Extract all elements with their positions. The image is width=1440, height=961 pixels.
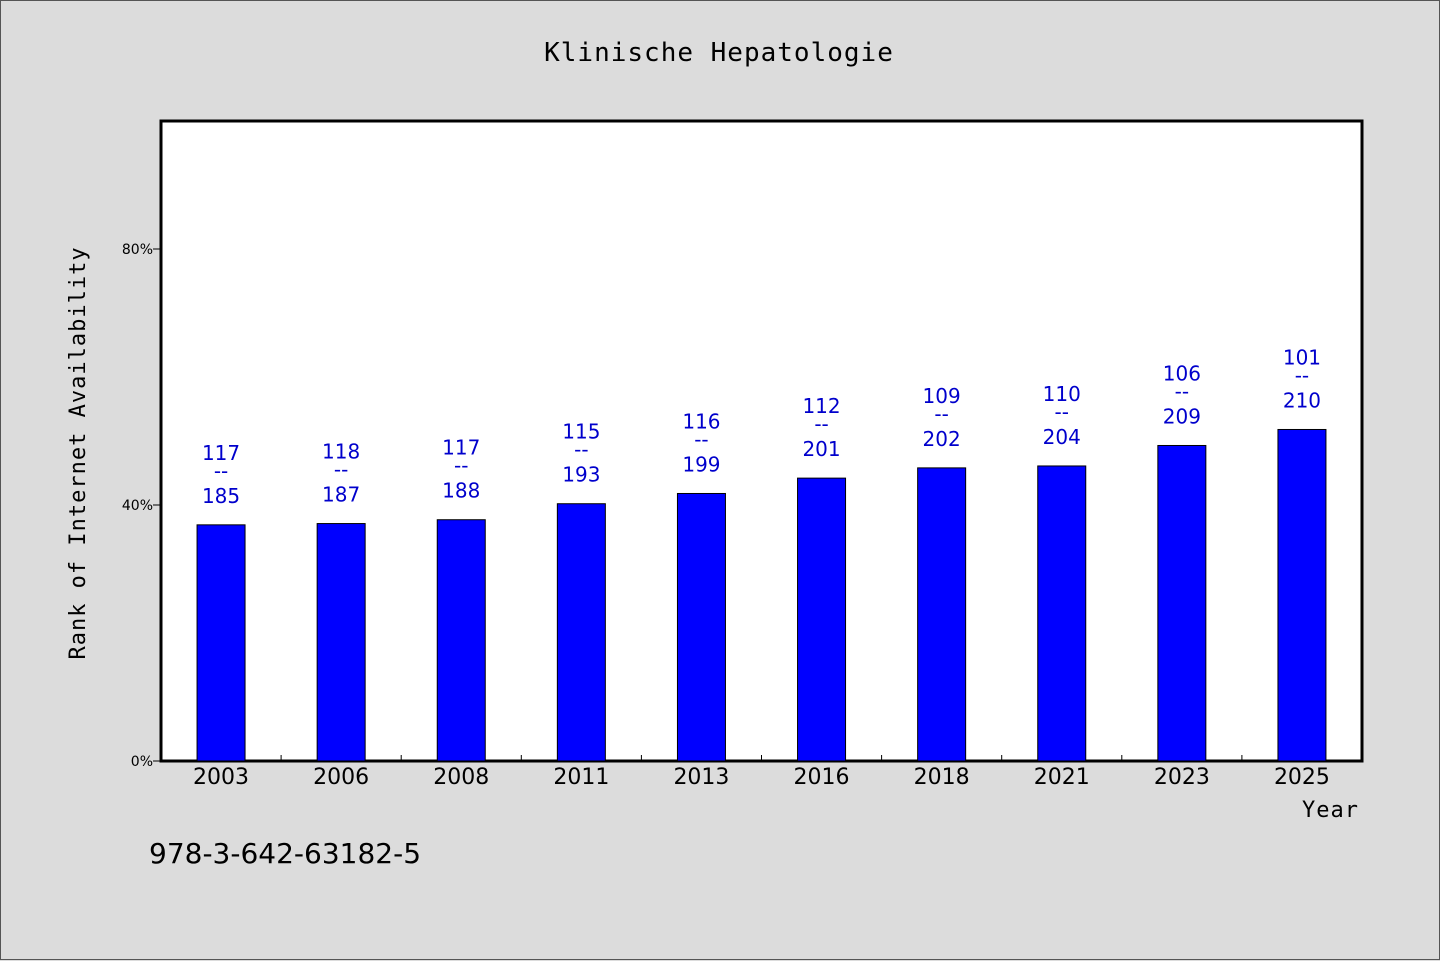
bar-label-bottom: 185 [202, 484, 240, 508]
bar-label-separator: -- [694, 427, 708, 451]
x-axis: 2003 2006 2008 2011 2013 2016 2018 2021 2023 2025 [193, 755, 1330, 790]
x-tick-label: 2011 [553, 765, 609, 790]
bar-label-bottom: 188 [442, 479, 480, 503]
x-tick-label: 2006 [313, 765, 369, 790]
y-tick-label: 0% [131, 754, 153, 770]
bar-label-top: 101 [1283, 345, 1321, 369]
bar-label-bottom: 202 [923, 427, 961, 451]
bar-2006 [316, 523, 366, 762]
bar-label-top: 116 [682, 409, 720, 433]
x-axis-title: Year [1302, 798, 1359, 823]
bar-label-top: 106 [1163, 361, 1201, 385]
bar-label-top: 118 [322, 440, 360, 464]
isbn-footer: 978-3-642-63182-5 [149, 837, 421, 870]
bar-2018 [917, 467, 967, 762]
y-tick-label: 40% [122, 498, 153, 514]
bar-label-separator: -- [1055, 400, 1069, 424]
bar-label-top: 110 [1043, 382, 1081, 406]
bar-label-bottom: 210 [1283, 388, 1321, 412]
bar-label-separator: -- [334, 458, 348, 482]
bar-label-separator: -- [1175, 379, 1189, 403]
bar-label-top: 115 [562, 420, 600, 444]
bar-2003 [196, 524, 246, 762]
bar-2008 [436, 519, 486, 762]
bar-label-top: 112 [802, 394, 840, 418]
bar-label-separator: -- [574, 438, 588, 462]
bars-group: 117--185118--187117--188115--193116--199… [196, 345, 1327, 762]
bar-2025 [1277, 428, 1327, 762]
bar-2013 [676, 492, 726, 762]
x-tick-label: 2008 [433, 765, 489, 790]
bar-label-top: 117 [442, 436, 480, 460]
bar-2016 [797, 477, 847, 762]
bar-label-top: 117 [202, 441, 240, 465]
x-tick-label: 2018 [914, 765, 970, 790]
x-tick-label: 2013 [673, 765, 729, 790]
bar-label-bottom: 204 [1043, 425, 1081, 449]
y-axis: 0% 40% 80% [122, 242, 161, 770]
bar-label-separator: -- [454, 454, 468, 478]
bar-label-bottom: 201 [802, 437, 840, 461]
bar-label-top: 109 [923, 384, 961, 408]
bar-label-bottom: 209 [1163, 404, 1201, 428]
chart-title: Klinische Hepatologie [544, 38, 894, 68]
y-tick-label: 80% [122, 242, 153, 258]
bar-2011 [556, 503, 606, 762]
x-tick-label: 2003 [193, 765, 249, 790]
bar-label-bottom: 187 [322, 483, 360, 507]
x-tick-label: 2025 [1274, 765, 1330, 790]
bar-label-separator: -- [1295, 363, 1309, 387]
bar-2021 [1037, 465, 1087, 762]
x-tick-label: 2023 [1154, 765, 1210, 790]
y-axis-title: Rank of Internet Availability [66, 246, 91, 659]
bar-label-separator: -- [814, 412, 828, 436]
bar-label-bottom: 193 [562, 463, 600, 487]
bar-2023 [1157, 444, 1207, 762]
bar-label-bottom: 199 [682, 452, 720, 476]
bar-label-separator: -- [214, 459, 228, 483]
x-tick-label: 2021 [1034, 765, 1090, 790]
x-tick-label: 2016 [794, 765, 850, 790]
bar-label-separator: -- [934, 402, 948, 426]
